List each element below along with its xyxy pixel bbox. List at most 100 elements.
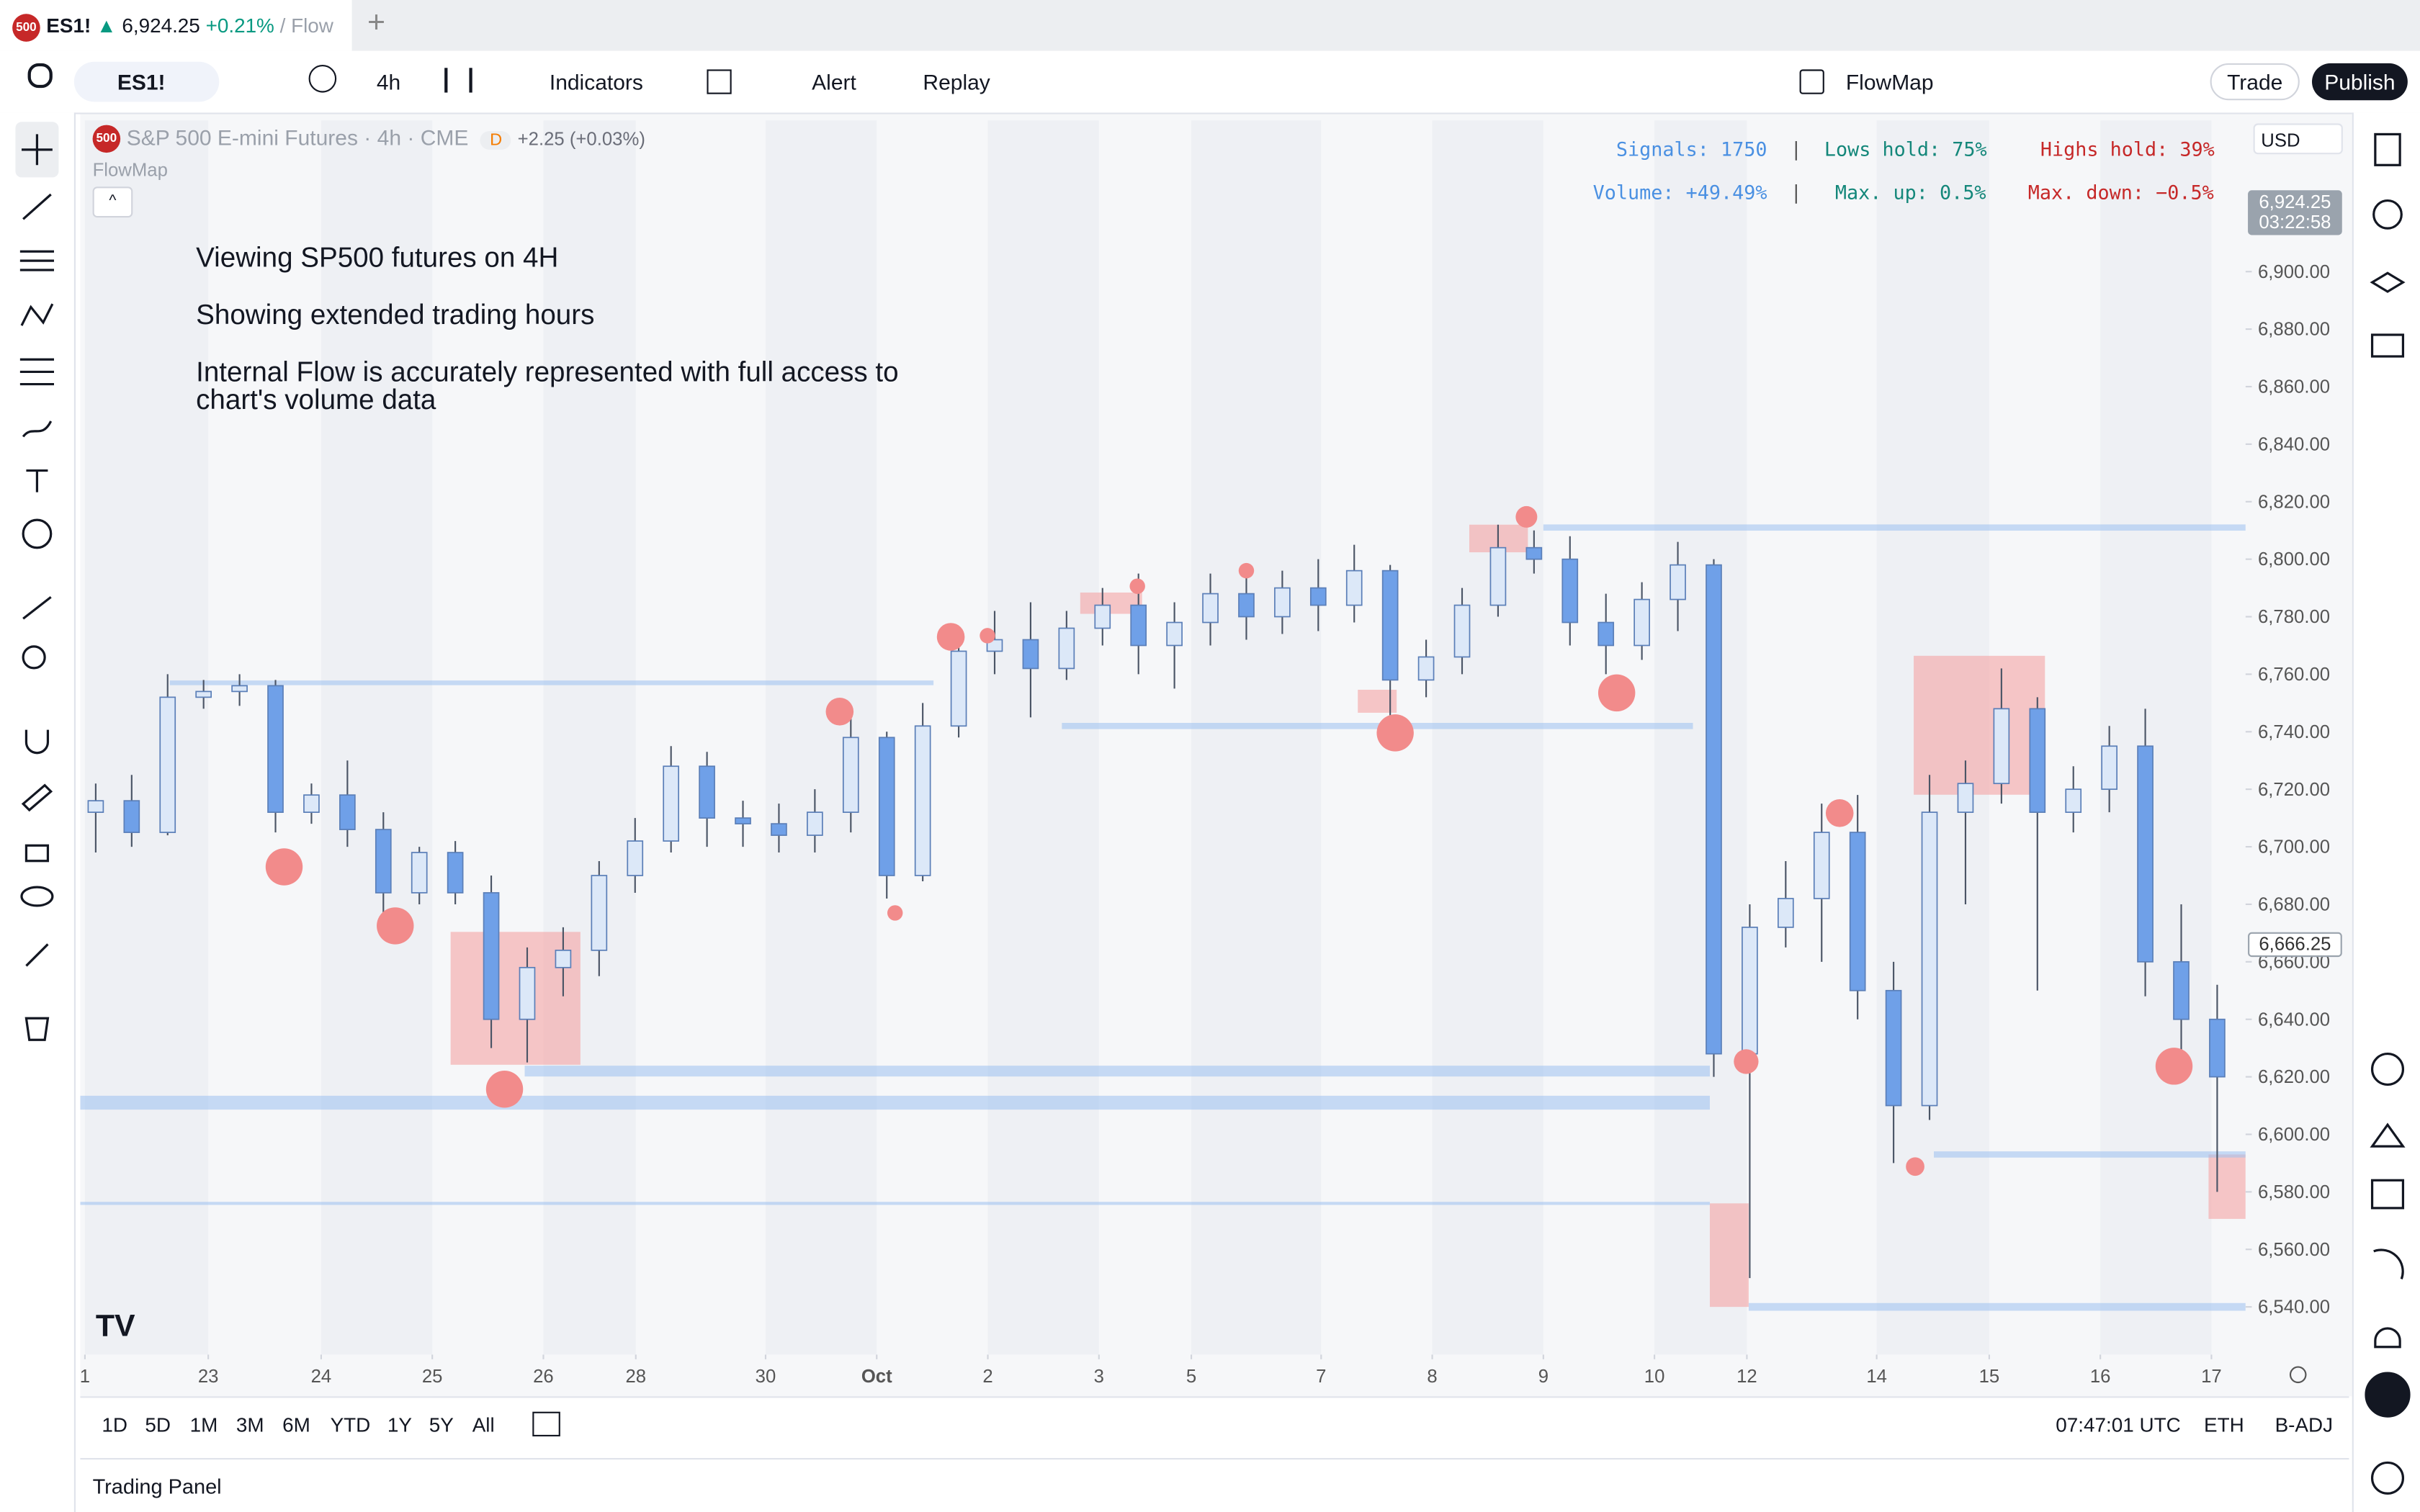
zoom-tool[interactable] bbox=[22, 645, 46, 670]
alert-button[interactable]: Alert bbox=[812, 69, 856, 94]
replay-button[interactable]: Replay bbox=[923, 69, 990, 94]
fib-tool[interactable] bbox=[19, 250, 54, 271]
x-tick-label: 26 bbox=[533, 1367, 554, 1387]
calendar-icon[interactable] bbox=[2370, 1179, 2405, 1210]
pattern-tool[interactable] bbox=[20, 303, 54, 326]
session-band bbox=[1432, 120, 1543, 1355]
trendline-tool[interactable] bbox=[22, 193, 52, 220]
candle-body bbox=[483, 892, 500, 1020]
text-tool[interactable] bbox=[26, 469, 48, 492]
publish-button[interactable]: Publish bbox=[2312, 63, 2408, 101]
y-tick-label: 6,880.00 bbox=[2258, 320, 2330, 340]
y-tick-label: 6,840.00 bbox=[2258, 434, 2330, 454]
candle-body bbox=[1274, 587, 1291, 618]
candle-body bbox=[1130, 604, 1147, 647]
magnet-tool[interactable] bbox=[24, 729, 50, 755]
candle-body bbox=[1094, 604, 1111, 629]
candle-body bbox=[1813, 832, 1830, 899]
x-tick-label: 12 bbox=[1736, 1367, 1757, 1387]
interval[interactable]: 4h bbox=[376, 69, 401, 94]
stream-icon[interactable] bbox=[2373, 1248, 2404, 1279]
chart-type-icon[interactable] bbox=[444, 68, 472, 93]
measure-tool[interactable] bbox=[22, 596, 52, 620]
range-button[interactable]: 5Y bbox=[429, 1413, 454, 1436]
candle-body bbox=[1561, 558, 1579, 624]
price-label: 6,666.25 bbox=[2259, 934, 2331, 954]
emoji-tool[interactable] bbox=[22, 518, 53, 549]
settings-icon[interactable] bbox=[2289, 1366, 2307, 1384]
range-button[interactable]: 6M bbox=[282, 1413, 310, 1436]
lock-tool[interactable] bbox=[24, 844, 50, 863]
layout-name[interactable]: FlowMap bbox=[1845, 69, 1934, 94]
goto-date[interactable] bbox=[532, 1411, 560, 1436]
candle-body bbox=[2029, 708, 2046, 813]
tab-price: 6,924.25 bbox=[122, 14, 200, 37]
candle-body bbox=[231, 685, 248, 693]
candle-body bbox=[519, 966, 536, 1020]
visibility-tool[interactable] bbox=[20, 886, 54, 907]
brush-tool[interactable] bbox=[22, 420, 53, 438]
notifications-icon[interactable] bbox=[2374, 1327, 2401, 1349]
x-tick-label: 14 bbox=[1866, 1367, 1887, 1387]
session-band bbox=[84, 120, 209, 1355]
y-tick-label: 6,780.00 bbox=[2258, 607, 2330, 627]
chat-icon[interactable] bbox=[2370, 333, 2405, 358]
screener-icon[interactable] bbox=[2370, 1052, 2405, 1086]
y-tick-label: 6,640.00 bbox=[2258, 1009, 2330, 1030]
x-tick-label: 15 bbox=[1979, 1367, 2000, 1387]
x-tick-label: 30 bbox=[756, 1367, 776, 1387]
new-tab[interactable]: + bbox=[367, 6, 386, 40]
range-button[interactable]: YTD bbox=[330, 1413, 371, 1436]
price-label: 6,924.25 bbox=[2259, 192, 2331, 212]
tab-change: +0.21% bbox=[205, 14, 274, 37]
currency-select[interactable]: USD bbox=[2253, 123, 2343, 155]
candle-body bbox=[1525, 546, 1543, 560]
symbol-search[interactable]: ES1! bbox=[73, 61, 220, 102]
note: Viewing SP500 futures on 4H bbox=[196, 242, 559, 274]
projection-tool[interactable] bbox=[19, 358, 54, 386]
trade-button[interactable]: Trade bbox=[2210, 63, 2300, 101]
logo-icon[interactable] bbox=[27, 63, 53, 89]
layers-icon[interactable] bbox=[2370, 271, 2406, 293]
session[interactable]: ETH bbox=[2204, 1413, 2244, 1436]
tv-logo: TV bbox=[96, 1309, 135, 1344]
layout-icon[interactable] bbox=[1799, 69, 1824, 94]
tab[interactable]: 500 ES1! ▲ 6,924.25 +0.21% / Flow bbox=[0, 0, 352, 51]
y-tick-label: 6,560.00 bbox=[2258, 1240, 2330, 1260]
zone bbox=[1709, 1203, 1749, 1308]
candle-body bbox=[411, 852, 428, 894]
x-tick-label: 10 bbox=[1644, 1367, 1665, 1387]
toolbar: ES1! 4h Indicators Alert Replay FlowMap … bbox=[0, 50, 2420, 114]
ideas-icon[interactable] bbox=[2370, 1122, 2406, 1148]
crosshair-tool[interactable] bbox=[21, 134, 53, 166]
link-tool[interactable] bbox=[25, 943, 49, 967]
range-button[interactable]: 1D bbox=[102, 1413, 128, 1436]
x-tick-label: 3 bbox=[1094, 1367, 1104, 1387]
watchlist-icon[interactable] bbox=[2374, 132, 2401, 166]
panel-title[interactable]: Trading Panel bbox=[92, 1475, 222, 1498]
indicators-button[interactable]: Indicators bbox=[549, 69, 643, 94]
delete-tool[interactable] bbox=[24, 1017, 50, 1041]
alerts-icon[interactable] bbox=[2372, 199, 2403, 230]
help-icon[interactable] bbox=[2370, 1461, 2405, 1495]
session-band bbox=[1654, 120, 1747, 1355]
lock-drawing-tool[interactable] bbox=[21, 783, 53, 812]
compare-icon[interactable] bbox=[308, 65, 337, 93]
range-button[interactable]: 1M bbox=[189, 1413, 218, 1436]
candle-body bbox=[1597, 621, 1615, 647]
x-tick-label: 16 bbox=[2090, 1367, 2111, 1387]
session-band bbox=[543, 120, 636, 1355]
note: Showing extended trading hours bbox=[196, 299, 595, 330]
range-button[interactable]: 1Y bbox=[387, 1413, 412, 1436]
templates-icon[interactable] bbox=[707, 69, 732, 94]
apps-icon[interactable] bbox=[2365, 1372, 2411, 1418]
tab-bar: 500 ES1! ▲ 6,924.25 +0.21% / Flow + bbox=[0, 0, 2420, 51]
range-button[interactable]: 5D bbox=[145, 1413, 171, 1436]
x-tick-label: 2 bbox=[982, 1367, 992, 1387]
range-button[interactable]: All bbox=[472, 1413, 495, 1436]
right-sidebar bbox=[2352, 112, 2420, 1512]
adjustment[interactable]: B-ADJ bbox=[2275, 1413, 2334, 1436]
collapse-button[interactable]: ^ bbox=[92, 186, 133, 218]
range-button[interactable]: 3M bbox=[236, 1413, 264, 1436]
